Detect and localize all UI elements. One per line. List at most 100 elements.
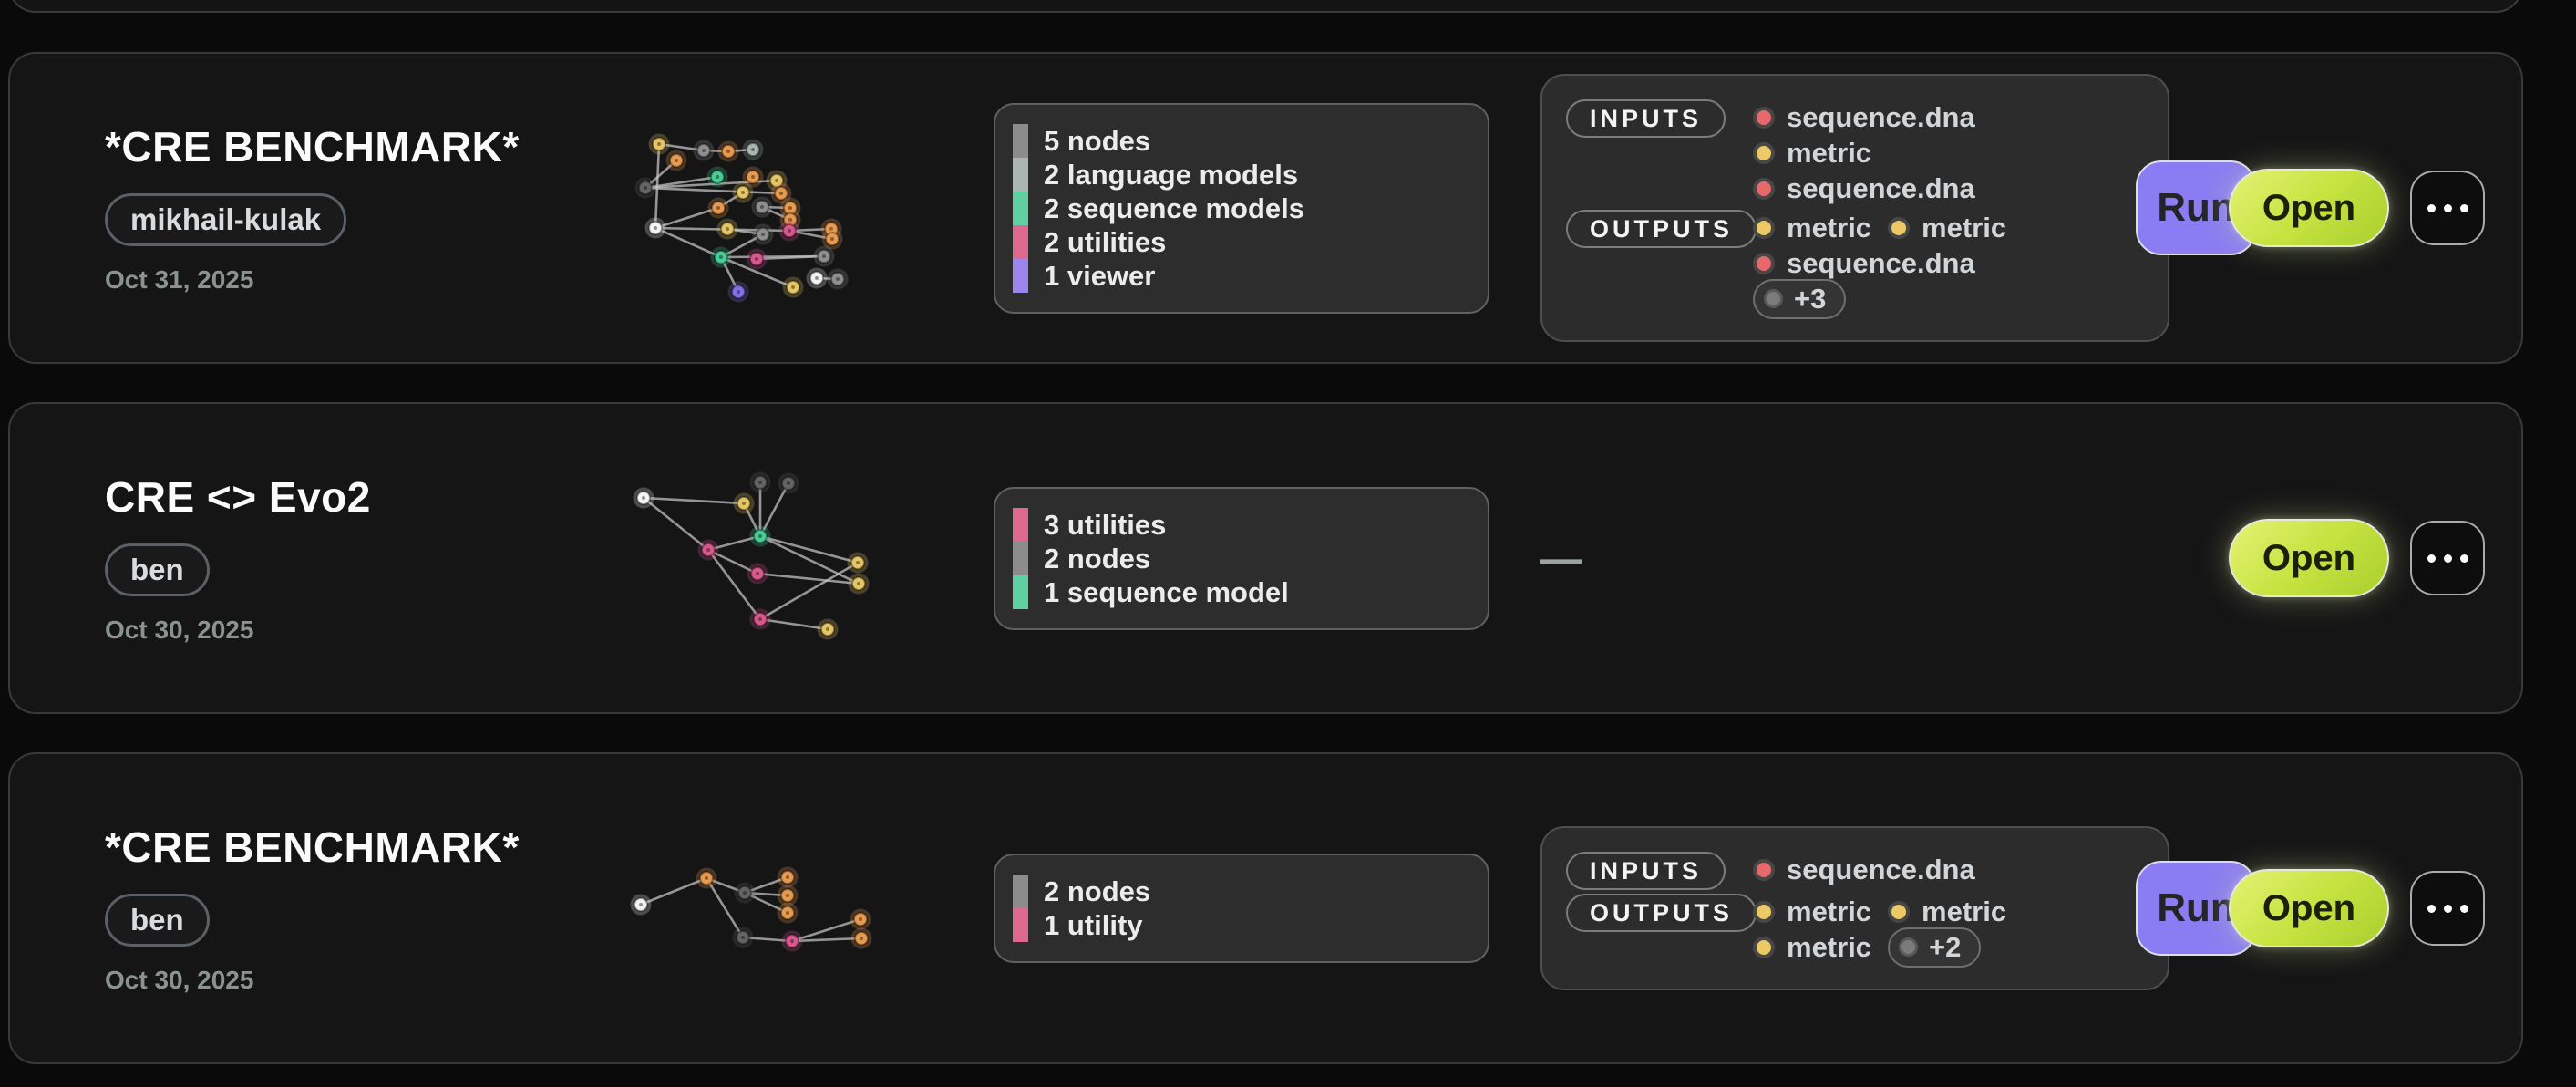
graph-edge (720, 255, 794, 289)
io-tag-label: metric (1922, 211, 2007, 243)
graph-node (731, 285, 746, 299)
io-row: metric metric (1753, 210, 2136, 245)
stat-label: 2 nodes (1044, 542, 1151, 575)
graph-node-center (741, 936, 745, 939)
io-tag-label: metric (1787, 895, 1872, 927)
graph-node-center (756, 572, 759, 575)
graph-edge (756, 254, 825, 261)
graph-node-center (741, 191, 745, 194)
graph-node (710, 170, 725, 184)
graph-node (736, 185, 750, 200)
graph-node-center (859, 917, 862, 921)
graph-edge (759, 561, 859, 621)
io-tag-metric: metric (1888, 895, 2006, 928)
graph-node-center (654, 226, 657, 230)
graph-node-center (786, 875, 789, 879)
inputs-label-pill: INPUTS (1566, 852, 1726, 890)
overflow-count-label: +3 (1794, 282, 1827, 315)
io-type-dot-icon (1888, 216, 1911, 239)
graph-node-center (758, 534, 762, 538)
previous-card-partial (8, 0, 2523, 13)
stat-color-swatch (1013, 575, 1028, 609)
overflow-count-pill[interactable]: +2 (1888, 927, 1982, 968)
io-empty-dash: — (1540, 534, 1582, 582)
graph-node-center (775, 179, 778, 182)
stat-color-swatch (1013, 123, 1028, 158)
graph-node-center (788, 206, 792, 210)
more-menu-button[interactable] (2410, 171, 2485, 245)
project-card[interactable]: *CRE BENCHMARK* mikhail-kulak Oct 31, 20… (8, 52, 2523, 364)
open-button[interactable]: Open (2229, 519, 2389, 597)
node-stats-box: 5 nodes 2 language models 2 sequence model… (994, 102, 1489, 314)
graph-node (782, 223, 797, 238)
graph-edge (759, 617, 829, 631)
graph-node (774, 186, 788, 201)
author-badge: mikhail-kulak (105, 192, 347, 246)
project-info: *CRE BENCHMARK* ben Oct 30, 2025 (105, 823, 524, 995)
overflow-dot-icon (1899, 937, 1919, 957)
graph-node-center (787, 481, 790, 485)
stat-row: 1 viewer (1013, 258, 1466, 293)
io-type-dot-icon (1753, 106, 1775, 129)
graph-node (753, 529, 768, 544)
ellipsis-icon (2427, 554, 2436, 563)
ellipsis-icon (2443, 203, 2452, 212)
io-tag-dna: sequence.dna (1753, 101, 1975, 134)
io-row: metric (1753, 135, 2136, 171)
graph-edge (759, 534, 859, 564)
graph-node (753, 612, 768, 626)
graph-node-center (758, 481, 762, 484)
overflow-count-pill[interactable]: +3 (1753, 278, 1847, 319)
graph-edge (791, 917, 861, 943)
graph-node (746, 142, 760, 157)
graph-node-center (836, 277, 840, 281)
ellipsis-icon (2459, 904, 2468, 913)
io-pill-column: OUTPUTS (1566, 894, 1757, 932)
io-tag-label: sequence.dna (1787, 100, 1975, 133)
project-card[interactable]: CRE <> Evo2 ben Oct 30, 2025 3 utilities… (8, 402, 2523, 714)
graph-node-center (657, 142, 661, 146)
more-menu-button[interactable] (2410, 871, 2485, 946)
graph-node (825, 232, 840, 246)
graph-edge (707, 548, 758, 575)
workflow-graph-preview (612, 449, 885, 668)
graph-node-center (815, 276, 819, 280)
project-info: *CRE BENCHMARK* mikhail-kulak Oct 31, 20… (105, 122, 524, 295)
io-tag-label: metric (1787, 930, 1872, 963)
graph-node (853, 912, 868, 927)
io-tag-metric: metric (1753, 137, 1871, 170)
graph-node-center (737, 290, 740, 294)
graph-edge (720, 233, 764, 259)
graph-node (769, 173, 784, 188)
graph-node-center (751, 148, 755, 151)
graph-edge (788, 229, 833, 241)
graph-edge (758, 482, 790, 537)
stat-row: 2 nodes (1013, 875, 1466, 908)
io-type-dot-icon (1753, 936, 1775, 958)
project-cards: *CRE BENCHMARK* mikhail-kulak Oct 31, 20… (8, 52, 2523, 1064)
io-tag-dna: sequence.dna (1753, 247, 1975, 280)
stat-label: 1 sequence model (1044, 575, 1289, 608)
graph-node-center (642, 496, 645, 500)
io-rows: sequence.dna (1753, 852, 2136, 887)
stat-label: 2 sequence models (1044, 192, 1305, 224)
io-tag-metric: metric (1753, 895, 1871, 928)
card-actions: Open (2229, 519, 2485, 597)
ellipsis-icon (2459, 203, 2468, 212)
io-row: +3 (1753, 278, 2136, 319)
stat-row: 1 sequence model (1013, 575, 1466, 609)
more-menu-button[interactable] (2410, 521, 2485, 595)
open-button[interactable]: Open (2229, 869, 2389, 947)
graph-node (711, 201, 726, 215)
project-title: *CRE BENCHMARK* (105, 122, 520, 171)
graph-node (755, 200, 769, 214)
ellipsis-icon (2427, 203, 2436, 212)
graph-node-center (705, 876, 708, 880)
stat-color-swatch (1013, 157, 1028, 192)
card-actions: Open (2229, 869, 2485, 947)
open-button[interactable]: Open (2229, 169, 2389, 247)
io-tag-label: sequence.dna (1787, 171, 1975, 204)
io-row: sequence.dna (1753, 245, 2136, 281)
project-date: Oct 30, 2025 (105, 615, 254, 644)
project-card[interactable]: *CRE BENCHMARK* ben Oct 30, 2025 2 nodes… (8, 752, 2523, 1064)
